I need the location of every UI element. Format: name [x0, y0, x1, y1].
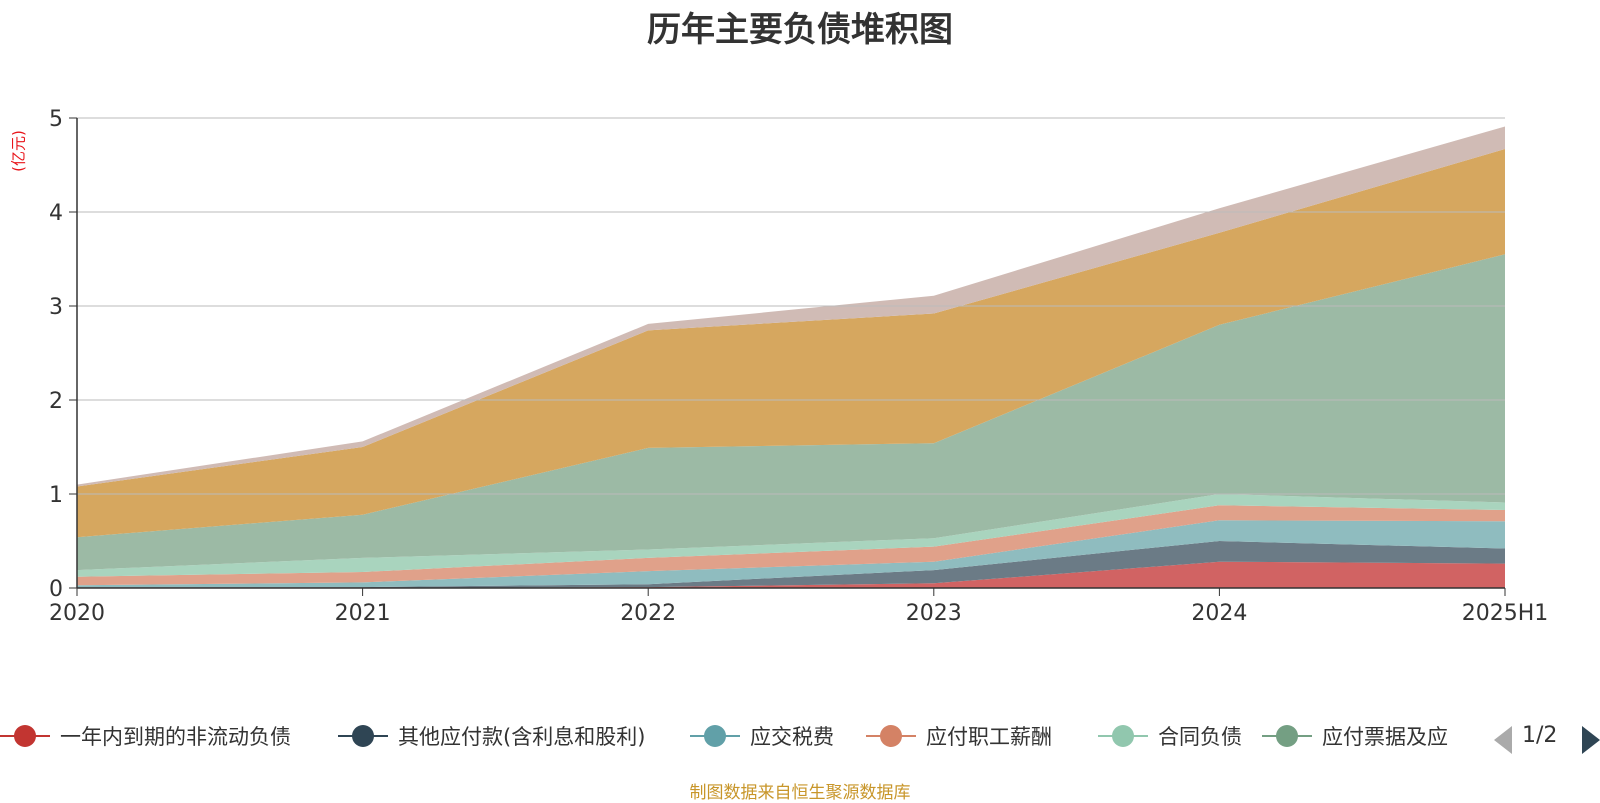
- x-tick-label: 2025H1: [1462, 601, 1549, 626]
- source-note: 制图数据来自恒生聚源数据库: [689, 783, 911, 803]
- legend-item[interactable]: 应交税费: [690, 718, 834, 754]
- legend-item[interactable]: 一年内到期的非流动负债: [0, 718, 291, 754]
- legend: 一年内到期的非流动负债 其他应付款(含利息和股利) 应交税费 应付职工薪酬 合同负债 应付…: [0, 718, 1600, 754]
- legend-marker-icon: [1262, 718, 1312, 754]
- x-tick-label: 2023: [906, 601, 962, 626]
- legend-item[interactable]: 应付票据及应: [1262, 718, 1448, 754]
- legend-label: 合同负债: [1158, 725, 1242, 749]
- y-tick-label: 0: [49, 577, 63, 602]
- area-series-1[interactable]: [77, 541, 1505, 588]
- y-tick-label: 3: [49, 295, 63, 320]
- area-series-4[interactable]: [77, 494, 1505, 577]
- area-series-group: [77, 126, 1505, 588]
- legend-marker-icon: [1098, 718, 1148, 754]
- legend-label: 其他应付款(含利息和股利): [398, 725, 646, 749]
- area-series-2[interactable]: [77, 520, 1505, 588]
- x-tick-label: 2021: [335, 601, 391, 626]
- legend-marker-icon: [0, 718, 50, 754]
- grid-lines: [77, 117, 1505, 495]
- legend-marker-icon: [690, 718, 740, 754]
- y-tick-label: 4: [49, 201, 63, 226]
- legend-label: 一年内到期的非流动负债: [60, 725, 291, 749]
- legend-items: 一年内到期的非流动负债 其他应付款(含利息和股利) 应交税费 应付职工薪酬 合同负债 应付…: [0, 718, 1484, 754]
- axes: 0 1 2 3 4 5 2020 2021 2022 2023 2024 2025H1: [49, 107, 1548, 626]
- x-tick-label: 2024: [1191, 601, 1247, 626]
- legend-label: 应付职工薪酬: [926, 725, 1052, 749]
- y-tick-label: 2: [49, 389, 63, 414]
- legend-marker-icon: [866, 718, 916, 754]
- chart-plot-area: 0 1 2 3 4 5 2020 2021 2022 2023 2024 2025H1: [49, 107, 1548, 626]
- legend-prev-page-icon[interactable]: [1494, 726, 1512, 754]
- area-series-0[interactable]: [77, 561, 1505, 588]
- x-tick-label: 2020: [49, 601, 105, 626]
- area-series-5[interactable]: [77, 254, 1505, 571]
- legend-marker-icon: [338, 718, 388, 754]
- chart-title: 历年主要负债堆积图: [647, 10, 953, 50]
- y-tick-label: 1: [49, 483, 63, 508]
- legend-label: 应付票据及应: [1322, 725, 1448, 749]
- area-series-6[interactable]: [77, 149, 1505, 538]
- legend-item[interactable]: 合同负债: [1098, 718, 1242, 754]
- area-series-3[interactable]: [77, 505, 1505, 586]
- y-tick-label: 5: [49, 107, 63, 132]
- legend-label: 应交税费: [750, 725, 834, 749]
- legend-next-page-icon[interactable]: [1582, 726, 1600, 754]
- legend-item[interactable]: 应付职工薪酬: [866, 718, 1052, 754]
- legend-page-indicator: 1/2: [1522, 723, 1558, 748]
- x-tick-label: 2022: [620, 601, 676, 626]
- legend-item[interactable]: 其他应付款(含利息和股利): [338, 718, 645, 754]
